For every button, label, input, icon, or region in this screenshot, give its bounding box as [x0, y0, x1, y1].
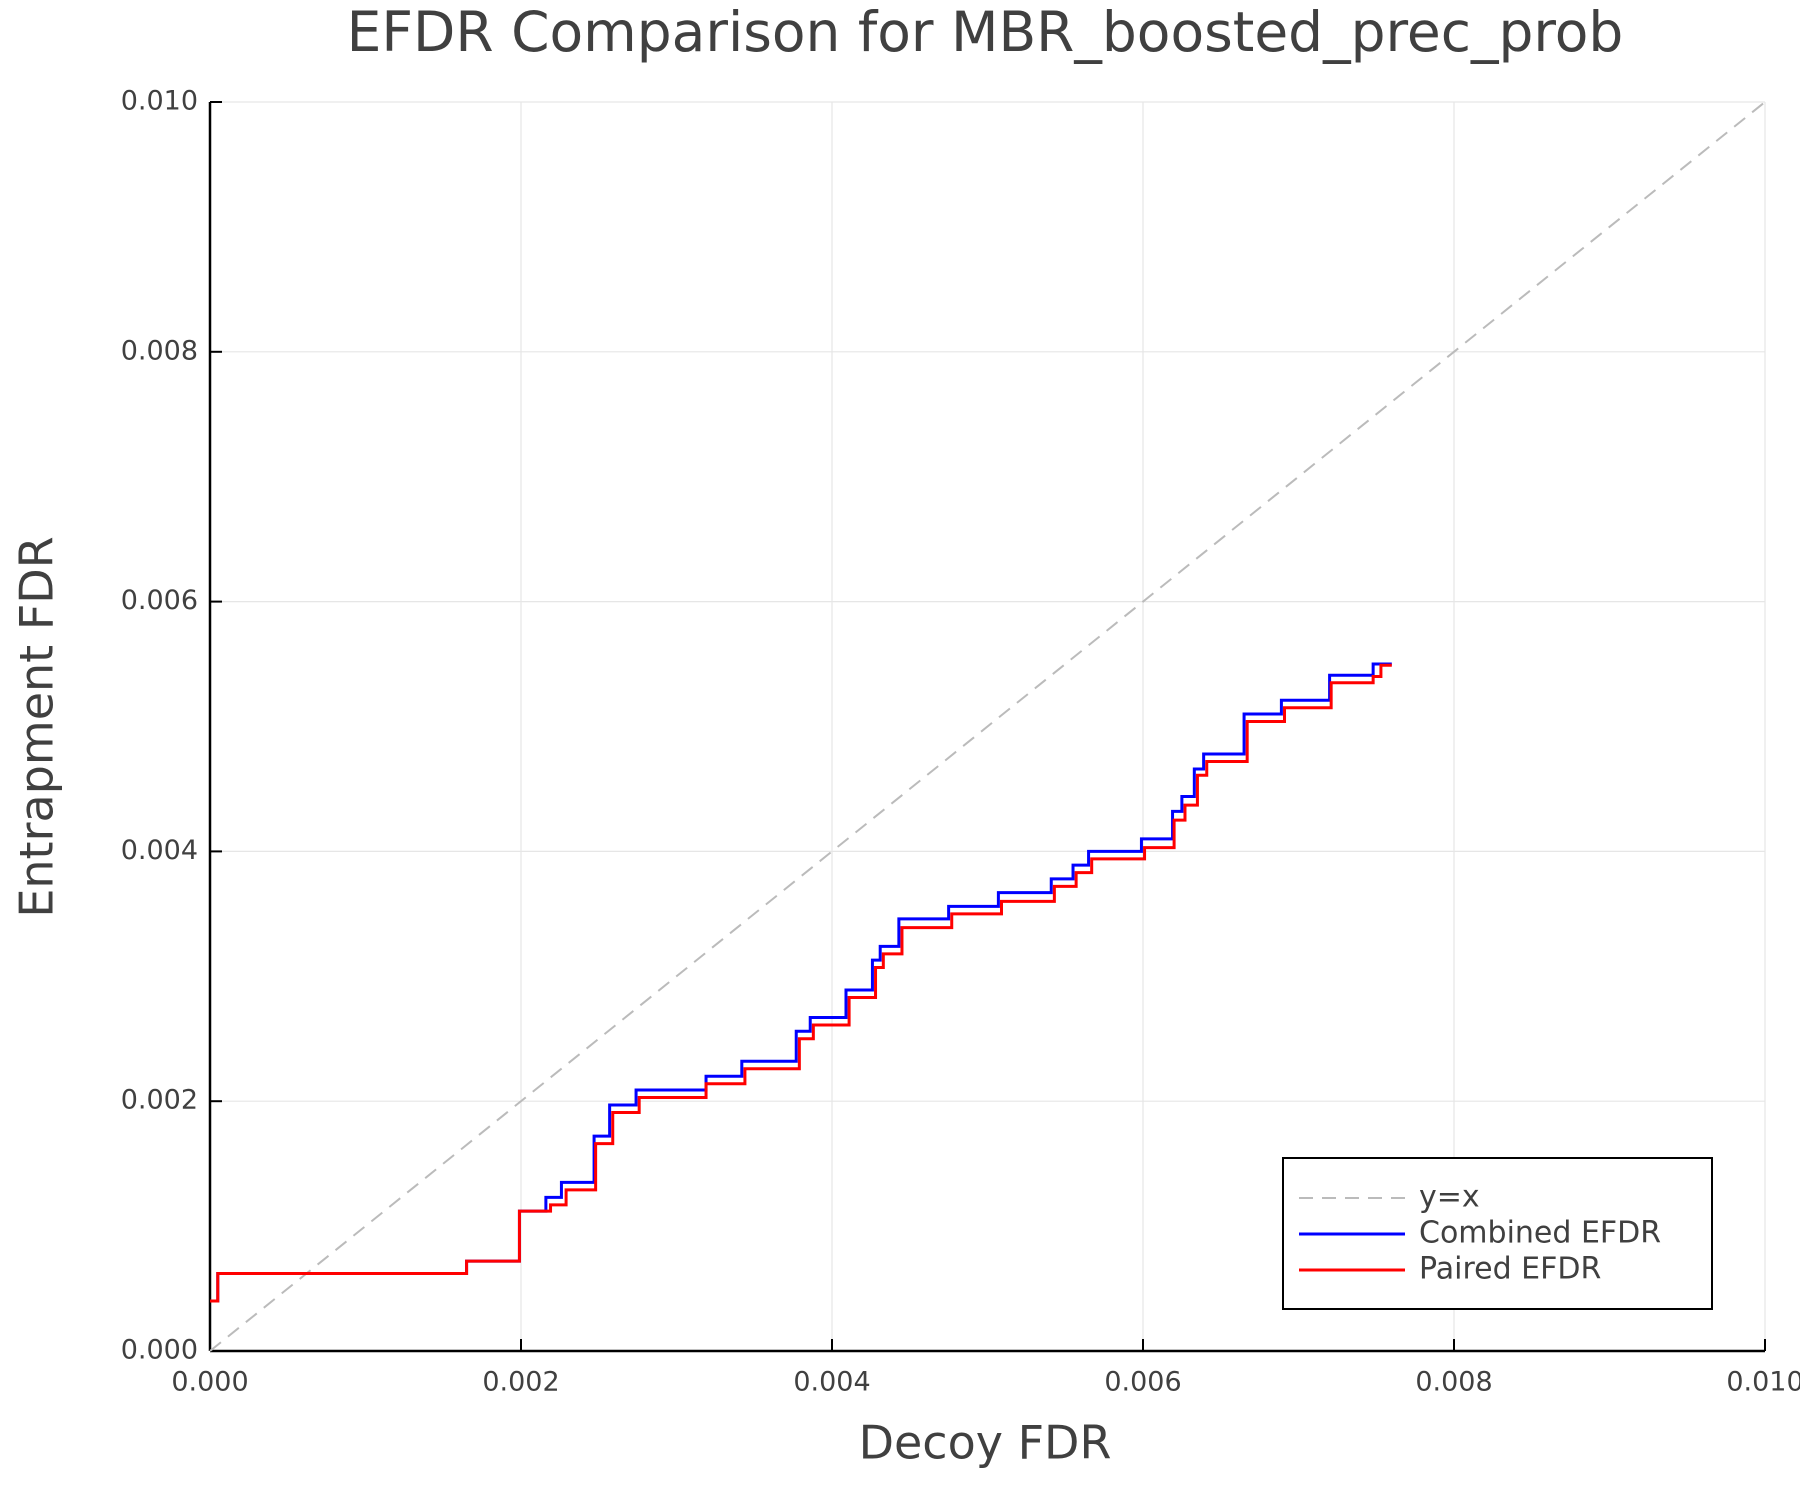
- y-axis-label: Entrapment FDR: [10, 536, 64, 917]
- series-line: [210, 663, 1392, 1303]
- legend-label: Combined EFDR: [1419, 1216, 1661, 1251]
- series-line: [210, 662, 1392, 1303]
- x-axis-label: Decoy FDR: [859, 1416, 1112, 1470]
- x-tick-label: 0.010: [1726, 1367, 1800, 1398]
- x-tick-label: 0.002: [482, 1367, 559, 1398]
- y-tick-label: 0.010: [121, 86, 198, 117]
- y-tick-label: 0.000: [121, 1335, 198, 1366]
- legend-label: Paired EFDR: [1419, 1252, 1601, 1287]
- y-tick-label: 0.002: [121, 1085, 198, 1116]
- y-tick-label: 0.004: [121, 835, 198, 866]
- y-tick-label: 0.006: [121, 585, 198, 616]
- x-tick-label: 0.004: [793, 1367, 870, 1398]
- series-line: [209, 101, 1766, 1352]
- x-tick-label: 0.008: [1415, 1367, 1492, 1398]
- y-tick-label: 0.008: [121, 335, 198, 366]
- x-tick-label: 0.000: [171, 1367, 248, 1398]
- legend-label: y=x: [1419, 1180, 1480, 1215]
- x-tick-label: 0.006: [1104, 1367, 1181, 1398]
- chart-title: EFDR Comparison for MBR_boosted_prec_pro…: [347, 0, 1624, 64]
